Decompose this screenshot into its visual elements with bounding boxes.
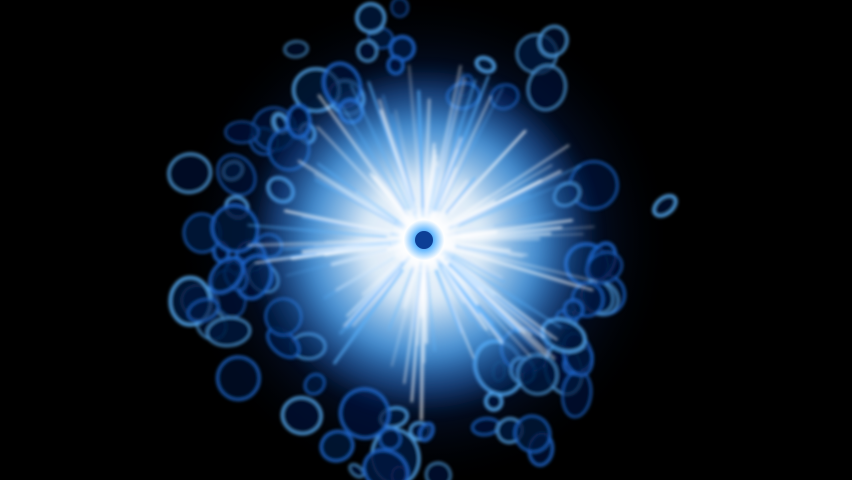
- radial-streak: [450, 266, 514, 330]
- radial-streak: [427, 154, 438, 207]
- radial-streak: [456, 200, 496, 223]
- radial-streak: [442, 266, 488, 331]
- bubble-cell: [167, 152, 213, 194]
- bubble-cell: [474, 55, 497, 74]
- radial-streak: [417, 90, 425, 218]
- radial-streak: [283, 240, 403, 251]
- radial-streak: [457, 181, 569, 227]
- radial-streak: [445, 176, 477, 214]
- radial-streak: [379, 109, 416, 212]
- radial-streak: [247, 224, 387, 238]
- radial-streak: [452, 170, 562, 227]
- radial-streak: [446, 237, 541, 242]
- bubble-cell: [652, 194, 678, 218]
- bubble-cell: [378, 427, 402, 451]
- radial-streak: [440, 95, 492, 205]
- radial-streak: [461, 232, 552, 240]
- radial-streak: [448, 263, 521, 333]
- radial-streak: [350, 84, 411, 210]
- radial-streak: [430, 137, 462, 220]
- radial-streak: [408, 64, 423, 212]
- radial-streak: [403, 267, 421, 384]
- radial-streaks: [247, 64, 598, 421]
- radial-streak: [339, 265, 402, 335]
- bubble-cell: [224, 120, 260, 144]
- bubble-cell: [362, 448, 410, 480]
- bubble-cell: [390, 0, 409, 18]
- radial-streak: [425, 263, 436, 352]
- radial-streak: [426, 142, 436, 212]
- radial-streak: [391, 113, 415, 203]
- radial-streak: [428, 65, 462, 218]
- bubble-cell: [356, 39, 379, 63]
- radial-streak: [316, 243, 390, 255]
- bubble-cell: [418, 421, 435, 443]
- bubble-cell: [319, 429, 355, 463]
- bubble-cell: [348, 463, 365, 479]
- radial-streak: [459, 244, 529, 257]
- radial-streak: [437, 264, 473, 323]
- radial-streak: [388, 266, 415, 330]
- radial-streak: [283, 209, 391, 235]
- radial-streak: [454, 244, 510, 257]
- bubble-cell: [355, 2, 387, 34]
- radial-streak: [316, 125, 409, 224]
- bubble-cell: [538, 24, 569, 58]
- bubble-cell: [424, 461, 452, 480]
- radial-streak: [324, 239, 392, 243]
- bubble-cell: [206, 316, 252, 347]
- radial-streak: [448, 129, 527, 214]
- bubble-cell: [513, 414, 552, 453]
- radial-streak: [335, 250, 406, 291]
- bubble-cell: [388, 34, 416, 62]
- radial-streak: [314, 178, 405, 230]
- radial-streak: [423, 267, 428, 344]
- radial-streak: [346, 256, 408, 317]
- radial-streak: [423, 98, 431, 215]
- radial-streak: [432, 79, 477, 212]
- radial-streak: [285, 249, 388, 277]
- radial-streak: [391, 270, 417, 367]
- bubble-cell: [216, 153, 257, 197]
- radial-streak: [440, 265, 466, 304]
- radial-streak: [434, 269, 462, 333]
- radial-streak: [343, 264, 401, 327]
- radial-streak: [451, 248, 578, 288]
- radial-streak: [382, 94, 417, 213]
- radial-streak: [361, 264, 397, 296]
- bubble-cell: [216, 355, 261, 401]
- radial-streak: [434, 75, 490, 212]
- bubble-cell: [208, 256, 245, 295]
- radial-streak: [448, 164, 581, 230]
- radial-streak: [317, 162, 406, 228]
- burst-core: [390, 206, 458, 274]
- radial-streak: [459, 226, 494, 234]
- radial-streak: [410, 259, 424, 403]
- radial-streak: [441, 250, 562, 329]
- radial-streak: [455, 226, 563, 239]
- radial-streak: [443, 243, 598, 283]
- bubble-cell: [526, 64, 567, 111]
- radial-streak: [458, 226, 595, 238]
- radial-streak: [459, 194, 530, 226]
- bubble-cell: [283, 40, 309, 58]
- radial-streak: [438, 87, 504, 212]
- radial-streak: [331, 100, 408, 216]
- radial-streak: [297, 159, 396, 223]
- radial-streak: [395, 109, 417, 204]
- radial-streak: [438, 256, 531, 357]
- bubble-cell: [280, 396, 323, 436]
- radial-streak: [333, 269, 404, 365]
- radial-streak: [342, 106, 406, 210]
- radial-streak: [313, 173, 407, 230]
- radial-streak: [247, 239, 394, 247]
- bubble-cell: [187, 298, 220, 323]
- radial-streak: [443, 144, 570, 228]
- radial-streak: [430, 77, 466, 213]
- radial-streak: [352, 269, 401, 327]
- radial-streak: [317, 94, 412, 222]
